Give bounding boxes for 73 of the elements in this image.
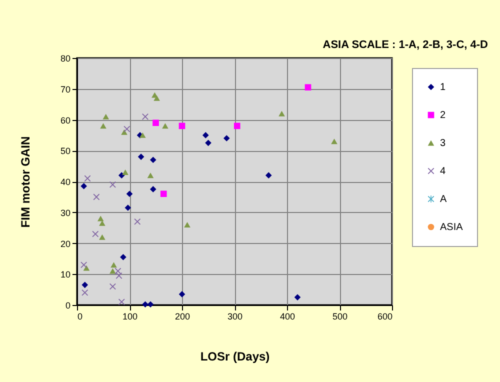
y-tick-label: 30 [60, 208, 70, 218]
point [124, 126, 130, 132]
point [121, 129, 128, 135]
x-tick-label: 0 [78, 312, 83, 322]
y-tick-label: 60 [60, 115, 70, 126]
point [110, 181, 116, 188]
point [205, 140, 212, 146]
point [234, 122, 240, 130]
point [147, 172, 154, 178]
point [223, 135, 230, 142]
point [184, 222, 190, 228]
legend-label: 4 [440, 166, 446, 177]
point [152, 120, 159, 126]
point [102, 114, 110, 120]
point [160, 190, 167, 198]
point [139, 132, 146, 138]
point [147, 301, 154, 308]
point [142, 114, 148, 120]
y-tick-label: 10 [60, 270, 70, 280]
y-tick-label: 20 [60, 238, 70, 249]
point [84, 175, 91, 182]
y-tick-label: 40 [60, 177, 70, 187]
point [265, 172, 272, 178]
point [110, 268, 116, 274]
point [278, 110, 285, 116]
point [120, 254, 126, 260]
legend-label: A [440, 194, 447, 205]
legend-label: 1 [440, 82, 446, 93]
point [124, 204, 132, 211]
x-tick-label: 400 [280, 312, 296, 322]
point [118, 172, 125, 178]
x-axis-title: LOSr (Days) [200, 350, 270, 364]
point [99, 234, 106, 240]
point [82, 289, 88, 296]
point [294, 294, 301, 300]
point [126, 190, 133, 198]
point [80, 182, 87, 190]
point [331, 138, 338, 144]
point [154, 95, 160, 101]
point [150, 186, 156, 192]
point [304, 84, 312, 90]
y-tick-label: 80 [60, 54, 70, 64]
point [92, 230, 99, 238]
point [138, 154, 144, 160]
chart-title: ASIA SCALE : 1-A, 2-B, 3-C, 4-D [322, 39, 488, 51]
point [150, 156, 156, 164]
y-tick-label: 0 [65, 300, 70, 310]
x-tick-label: 600 [377, 312, 392, 322]
point [178, 291, 186, 298]
point [82, 282, 88, 288]
point [110, 262, 117, 268]
x-tick-label: 200 [174, 312, 190, 322]
point [178, 122, 186, 130]
point [134, 218, 141, 225]
x-tick-label: 100 [122, 312, 138, 322]
point [97, 216, 104, 222]
point [100, 123, 106, 129]
legend-label: ASIA [440, 222, 464, 233]
point [202, 132, 209, 138]
x-tick-label: 300 [227, 312, 243, 322]
x-tick-label: 500 [332, 312, 348, 322]
point [93, 194, 100, 200]
y-tick-label: 50 [60, 146, 70, 156]
point [80, 262, 87, 268]
y-axis-title: FIM motor GAIN [18, 136, 32, 228]
point [118, 298, 125, 306]
legend-label: 3 [440, 138, 446, 149]
point [114, 268, 122, 274]
point [162, 123, 168, 129]
legend-label: 2 [440, 110, 446, 121]
point [142, 301, 148, 308]
point [122, 170, 128, 175]
y-tick-label: 70 [60, 84, 70, 94]
